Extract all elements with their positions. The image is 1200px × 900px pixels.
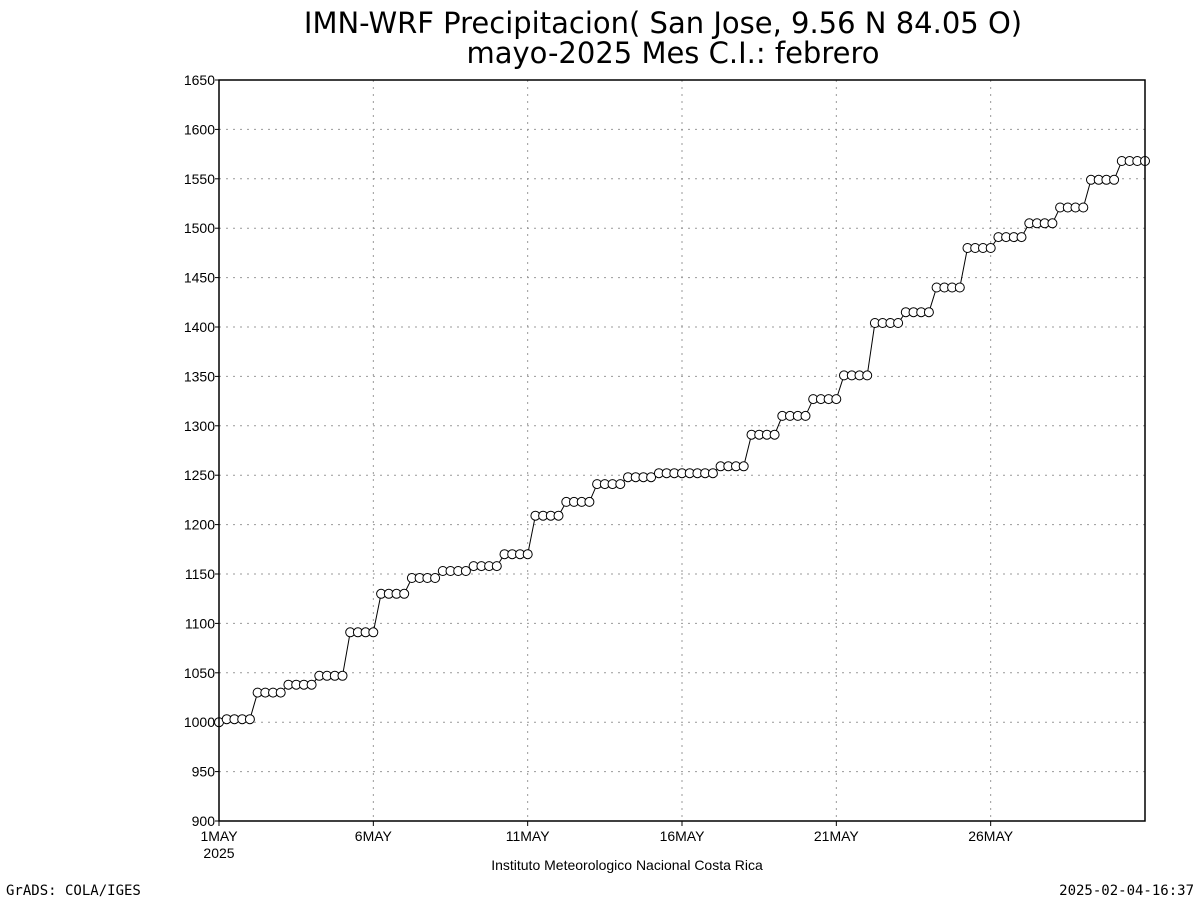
data-point — [1016, 232, 1027, 243]
data-point — [430, 573, 441, 583]
data-point — [244, 714, 255, 725]
data-point — [862, 370, 873, 381]
data-point — [923, 307, 934, 318]
data-point — [646, 472, 657, 483]
data-point — [491, 561, 502, 572]
y-tick-label: 1400 — [184, 319, 215, 335]
y-tick-label: 1600 — [184, 121, 215, 137]
x-tick-label: 1MAY — [200, 828, 238, 844]
x-tick-label: 26MAY — [968, 828, 1014, 844]
x-tick-label: 21MAY — [814, 828, 860, 844]
y-axis-ticks: 900 950 1000 1050 1100 1150 1200 1250 1300 1350 14… — [184, 72, 219, 829]
y-tick-label: 1500 — [184, 220, 215, 236]
y-tick-label: 900 — [192, 813, 216, 829]
data-point — [769, 429, 780, 440]
data-point — [399, 588, 410, 599]
y-tick-label: 1650 — [184, 72, 215, 88]
data-point — [553, 510, 564, 521]
data-point — [1047, 218, 1058, 229]
data-point — [738, 461, 749, 472]
data-point — [954, 282, 965, 293]
grid-lines — [219, 80, 1145, 821]
data-point — [522, 549, 533, 560]
y-tick-label: 950 — [192, 764, 216, 780]
data-point — [368, 627, 379, 638]
x-tick-label: 6MAY — [355, 828, 393, 844]
plot-frame — [218, 79, 1146, 822]
x-tick-year: 2025 — [203, 845, 234, 861]
data-point — [337, 670, 348, 681]
y-tick-label: 1300 — [184, 418, 215, 434]
y-tick-label: 1050 — [184, 665, 215, 681]
data-point — [985, 243, 996, 253]
series-line — [218, 160, 1145, 723]
data-point — [831, 394, 842, 405]
x-axis-label: Instituto Meteorologico Nacional Costa R… — [491, 857, 763, 873]
data-point — [707, 468, 718, 479]
y-tick-label: 1350 — [184, 368, 215, 384]
y-tick-label: 1150 — [185, 566, 215, 582]
data-point — [1078, 202, 1089, 213]
y-tick-label: 1450 — [184, 270, 215, 286]
chart-title-line1: IMN-WRF Precipitacion( San Jose, 9.56 N … — [304, 6, 1022, 40]
data-point — [615, 479, 626, 490]
footer-timestamp: 2025-02-04-16:37 — [1059, 883, 1194, 899]
y-tick-label: 1200 — [184, 517, 215, 533]
chart-title-line2: mayo-2025 Mes C.I.: febrero — [467, 36, 880, 70]
x-tick-label: 16MAY — [660, 828, 706, 844]
y-tick-label: 1550 — [184, 171, 215, 187]
data-point — [306, 679, 317, 690]
data-point — [275, 687, 286, 698]
data-point — [800, 410, 811, 421]
series-precipitation — [214, 156, 1150, 728]
data-point — [1109, 174, 1120, 185]
y-tick-label: 1250 — [184, 467, 215, 483]
data-point — [584, 496, 595, 507]
data-point — [893, 318, 904, 328]
data-point — [460, 566, 471, 576]
y-tick-label: 1000 — [184, 714, 215, 730]
y-tick-label: 1100 — [185, 615, 215, 631]
x-tick-label: 11MAY — [506, 828, 550, 844]
footer-left: GrADS: COLA/IGES — [6, 883, 141, 899]
